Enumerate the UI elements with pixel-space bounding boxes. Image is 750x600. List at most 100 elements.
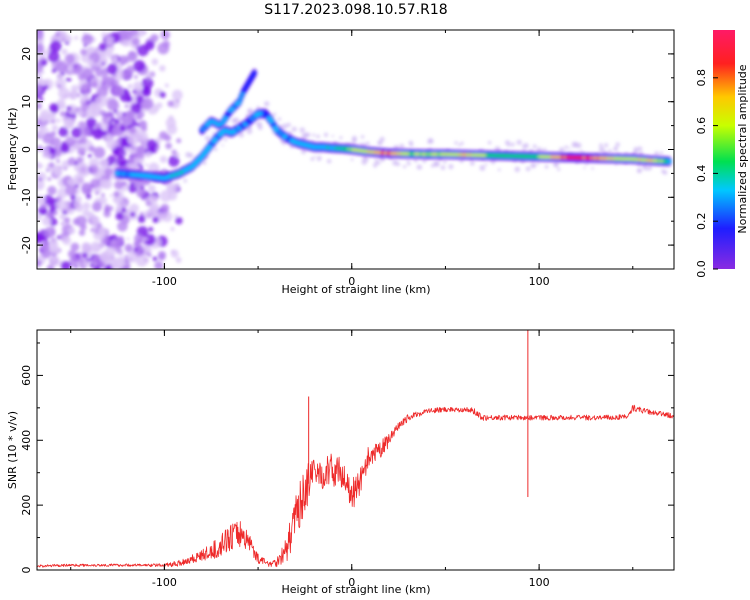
noise-speck (137, 30, 145, 38)
noise-speck (175, 217, 183, 225)
noise-speck (121, 207, 127, 213)
noise-speck (286, 122, 291, 127)
noise-speck (104, 246, 116, 258)
noise-speck (168, 115, 174, 121)
noise-speck (608, 149, 612, 153)
y-tick-label: -20 (20, 236, 33, 254)
noise-speck (123, 30, 134, 41)
noise-speck (112, 257, 125, 269)
noise-speck (613, 146, 617, 150)
noise-speck (645, 168, 649, 171)
ridge-core (251, 71, 257, 75)
colorbar-tick-label: 0.4 (695, 165, 708, 183)
noise-speck (599, 143, 603, 148)
snr-x-label: Height of straight line (km) (281, 583, 430, 596)
noise-speck (443, 159, 447, 164)
noise-speck (487, 140, 492, 145)
noise-speck (299, 127, 305, 133)
noise-speck (129, 211, 136, 218)
y-tick-label: 400 (20, 430, 33, 451)
noise-speck (123, 134, 127, 138)
noise-speck (95, 191, 99, 195)
noise-speck (97, 227, 107, 237)
noise-speck (392, 159, 398, 166)
colorbar-ticks: 0.0 0.2 0.4 0.6 0.8 (695, 69, 718, 278)
noise-speck (542, 149, 545, 153)
ridge-core (238, 96, 244, 100)
noise-speck (51, 119, 56, 124)
noise-speck (155, 137, 162, 144)
noise-speck (37, 213, 42, 221)
noise-speck (112, 85, 125, 97)
noise-speck (166, 124, 178, 135)
noise-speck (37, 77, 44, 86)
noise-speck (58, 87, 70, 100)
noise-speck (144, 163, 148, 167)
noise-speck (661, 169, 666, 174)
noise-speck (360, 135, 365, 139)
noise-speck (152, 256, 158, 262)
noise-speck (144, 237, 148, 241)
noise-speck (96, 122, 101, 127)
noise-speck (58, 126, 69, 137)
noise-speck (458, 143, 462, 147)
noise-speck (73, 142, 81, 151)
noise-speck (155, 146, 160, 150)
noise-speck (104, 264, 114, 269)
noise-speck (132, 152, 139, 159)
noise-speck (73, 200, 82, 209)
noise-speck (175, 182, 180, 187)
noise-speck (148, 184, 156, 193)
noise-speck (583, 166, 586, 170)
snr-series-line (37, 404, 674, 568)
noise-speck (532, 144, 537, 149)
noise-speck (88, 157, 100, 169)
noise-speck (138, 152, 145, 159)
noise-speck (568, 147, 571, 150)
ridge-core (247, 79, 253, 82)
noise-speck (100, 110, 105, 115)
noise-speck (637, 146, 643, 152)
noise-speck (134, 233, 144, 244)
noise-speck (81, 97, 87, 103)
noise-speck (39, 113, 49, 122)
noise-speck (116, 203, 122, 210)
noise-speck (409, 143, 414, 147)
noise-speck (256, 122, 259, 125)
noise-speck (143, 210, 153, 219)
noise-speck (291, 126, 297, 132)
noise-speck (66, 105, 72, 111)
noise-speck (126, 237, 130, 241)
noise-speck (41, 208, 47, 213)
noise-speck (174, 214, 178, 218)
noise-speck (91, 81, 99, 89)
noise-speck (522, 144, 527, 149)
noise-speck (58, 74, 64, 81)
noise-speck (79, 257, 85, 263)
noise-speck (271, 131, 275, 134)
noise-speck (351, 138, 357, 143)
noise-speck (654, 151, 659, 156)
noise-speck (510, 142, 515, 147)
noise-speck (176, 138, 182, 144)
ridge-core (269, 120, 275, 124)
noise-speck (68, 78, 72, 82)
noise-speck (124, 104, 129, 109)
noise-speck (77, 72, 86, 81)
figure-title: S117.2023.098.10.57.R18 (264, 2, 447, 18)
noise-speck (50, 257, 57, 263)
noise-speck (68, 206, 72, 211)
noise-speck (263, 101, 270, 107)
noise-speck (44, 226, 56, 238)
colorbar-label: Normalized spectral amplitude (736, 64, 749, 233)
noise-speck (47, 177, 52, 181)
noise-speck (108, 161, 113, 166)
noise-speck (434, 161, 440, 167)
noise-speck (115, 212, 124, 221)
noise-speck (564, 145, 569, 150)
noise-speck (136, 114, 142, 121)
noise-speck (558, 147, 565, 153)
noise-speck (525, 166, 531, 172)
noise-speck (144, 234, 156, 246)
noise-speck (111, 121, 115, 125)
